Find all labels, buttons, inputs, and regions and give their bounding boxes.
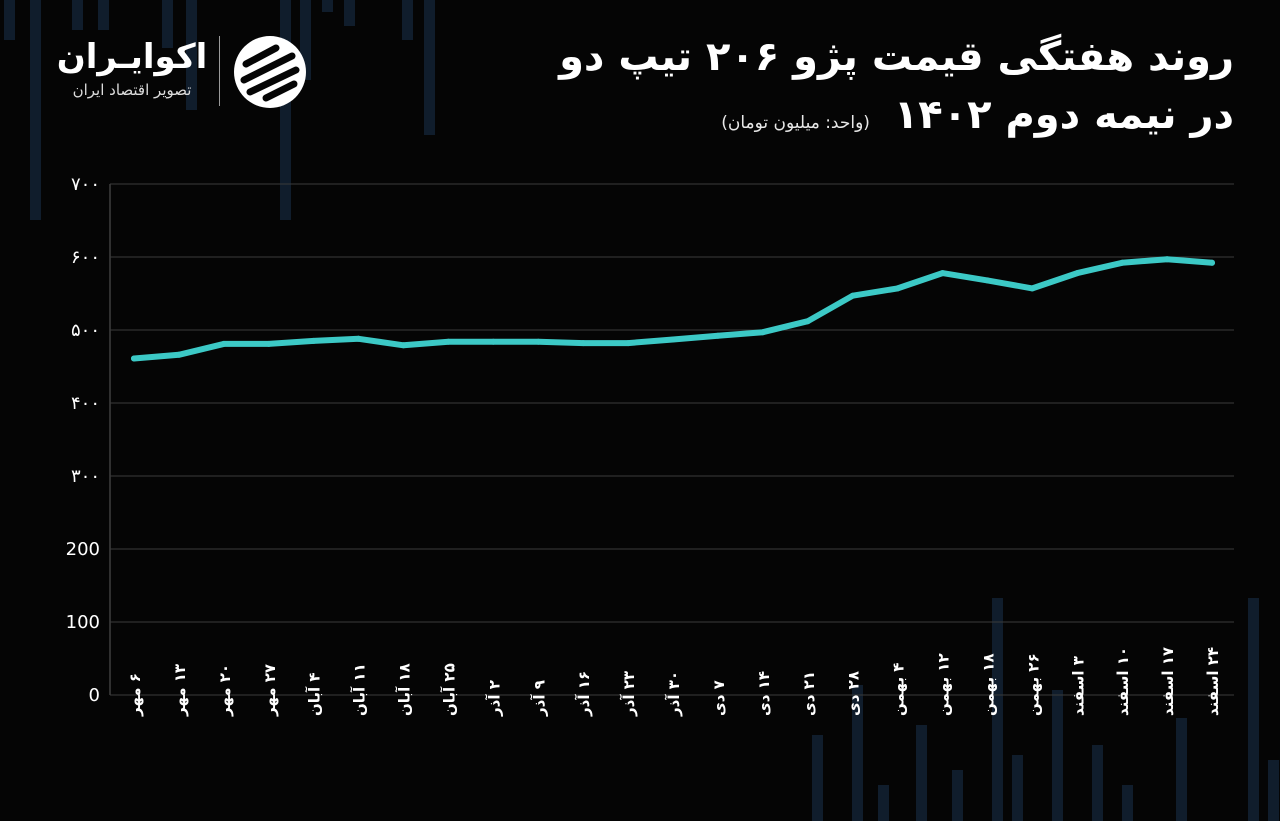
background-candle [878,785,889,821]
title-line-1: روند هفتگی قیمت پژو ۲۰۶ تیپ دو [559,34,1234,80]
data-point [849,292,856,299]
x-tick-label: ۱۸ آبان [396,663,414,716]
data-point [939,270,946,277]
unit-label: (واحد: میلیون تومان) [721,113,870,133]
x-tick-label: ۱۰ اسفند [1114,647,1132,716]
background-candle [812,735,823,821]
data-point [1119,259,1126,266]
background-candle [322,0,333,12]
data-point [490,338,497,345]
data-point [265,340,272,347]
data-point [310,337,317,344]
logo-text: اکوایـران تصویر اقتصاد ایران [52,34,212,100]
title-line-2-text: در نیمه دوم ۱۴۰۲ [893,92,1234,138]
x-tick-label: ۴ بهمن [890,663,908,716]
data-point [984,277,991,284]
data-point [804,318,811,325]
x-tick-label: ۷ دی [710,680,728,716]
title-line-2: در نیمه دوم ۱۴۰۲ (واحد: میلیون تومان) [559,86,1234,152]
x-tick-label: ۲۶ بهمن [1024,653,1042,716]
x-tick-label: ۱۱ آبان [351,663,369,716]
background-candle [162,0,173,48]
background-candle [852,685,863,821]
background-candle [30,0,41,220]
x-tick-label: ۴ آبان [306,672,324,716]
y-tick-label: ۳۰۰ [71,466,100,487]
x-tick-label: ۱۲ بهمن [935,653,953,716]
data-point [714,332,721,339]
data-point [625,340,632,347]
background-candle [1176,718,1187,821]
background-candle [424,0,435,135]
background-candle [344,0,355,26]
logo-brand: اکوایـران [56,37,208,77]
y-tick-label: ۵۰۰ [71,320,100,341]
data-point [580,340,587,347]
logo: اکوایـران تصویر اقتصاد ایران [52,34,322,114]
y-tick-label: ۷۰۰ [71,174,100,195]
x-tick-label: ۱۸ بهمن [979,653,997,716]
x-tick-label: ۲۱ دی [800,671,818,716]
data-point [1209,259,1215,266]
chart-title: روند هفتگی قیمت پژو ۲۰۶ تیپ دو در نیمه د… [559,28,1234,152]
background-candle [1248,598,1259,821]
x-tick-label: ۲۸ دی [845,671,863,716]
data-point [175,351,182,358]
data-point [445,338,452,345]
background-candle [300,0,311,80]
x-tick-label: ۱۴ دی [755,671,773,716]
x-tick-label: ۲۰ مهر [216,664,234,717]
background-candle [402,0,413,40]
background-candle [1268,760,1279,821]
x-tick-label: ۳ اسفند [1069,656,1087,716]
data-point [535,338,542,345]
logo-tagline: تصویر اقتصاد ایران [72,81,192,99]
y-tick-label: 100 [66,612,100,633]
background-candle [4,0,15,40]
x-tick-label: ۹ آذر [530,680,548,717]
x-tick-label: ۲۷ مهر [261,664,279,717]
logo-divider [219,36,220,106]
x-tick-label: ۲۳ آذر [620,671,638,717]
data-point [670,336,676,343]
x-tick-label: ۶ مهر [126,673,144,717]
x-tick-label: ۱۷ اسفند [1159,647,1177,716]
background-candle [280,0,291,220]
background-candle [992,598,1003,821]
background-candle [98,0,109,30]
data-point [759,329,766,336]
data-point [355,335,362,342]
background-candle [1092,745,1103,821]
y-tick-label: 0 [89,685,100,706]
data-point [220,340,227,347]
background-candle [72,0,83,30]
data-point [400,342,407,349]
logo-mark-icon [234,36,306,108]
background-candle [1122,785,1133,821]
data-point [894,285,901,292]
background-candle [916,725,927,821]
data-point [1164,256,1171,263]
x-tick-label: ۲۴ اسفند [1204,647,1222,716]
x-tick-label: ۱۶ آذر [575,671,593,717]
x-tick-label: ۳۰ آذر [665,671,683,717]
y-tick-label: 200 [66,539,100,560]
y-tick-label: ۶۰۰ [71,247,100,268]
background-candle [952,770,963,821]
x-tick-label: ۲۵ آبان [440,663,458,716]
data-point [1029,285,1036,292]
y-tick-label: ۴۰۰ [71,393,100,414]
series-line [131,256,1215,362]
data-point [1074,270,1081,277]
background-candle [186,0,197,110]
data-point [131,355,137,362]
x-tick-label: ۲ آذر [485,680,503,717]
x-tick-label: ۱۳ مهر [171,664,189,717]
background-candle [1052,690,1063,821]
background-candle [1012,755,1023,821]
